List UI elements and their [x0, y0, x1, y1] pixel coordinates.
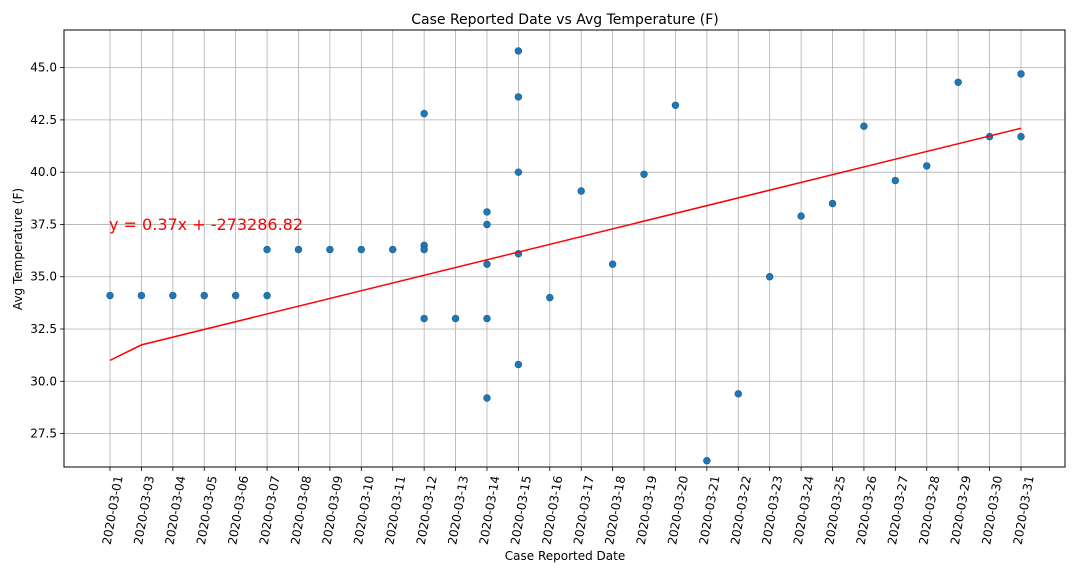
x-tick-label: 2020-03-23 — [759, 475, 785, 546]
data-point — [765, 273, 774, 281]
y-tick-label: 37.5 — [30, 217, 57, 231]
x-tick-label: 2020-03-01 — [100, 475, 126, 546]
x-tick-label: 2020-03-16 — [540, 475, 566, 546]
x-tick-label: 2020-03-24 — [791, 475, 817, 546]
data-point — [294, 245, 303, 254]
x-tick-label: 2020-03-09 — [320, 475, 346, 546]
data-point — [514, 360, 523, 369]
data-point — [923, 162, 931, 170]
x-tick-label: 2020-03-07 — [257, 475, 283, 546]
data-point — [231, 291, 240, 300]
data-point — [483, 260, 491, 268]
data-point — [106, 291, 114, 300]
data-point — [514, 47, 523, 55]
x-tick-label: 2020-03-14 — [477, 475, 503, 546]
y-tick-labels: 27.5 30.0 32.5 35.0 37.5 40.0 42.5 45.0 — [30, 61, 57, 441]
data-point — [828, 199, 837, 208]
x-tick-label: 2020-03-17 — [571, 475, 597, 546]
data-point — [200, 291, 208, 300]
data-point — [734, 390, 742, 398]
x-tick-label: 2020-03-20 — [665, 475, 691, 546]
y-tick-label: 27.5 — [30, 427, 57, 441]
data-point — [860, 122, 868, 130]
axis-ticks — [60, 67, 1022, 471]
data-point — [420, 245, 428, 254]
x-tick-label: 2020-03-30 — [979, 475, 1005, 546]
x-tick-label: 2020-03-25 — [822, 475, 848, 546]
data-point — [326, 245, 334, 254]
x-axis-label: Case Reported Date — [505, 549, 625, 563]
data-point — [546, 293, 554, 302]
x-tick-label: 2020-03-21 — [697, 475, 723, 546]
data-point — [703, 457, 711, 465]
x-tick-label: 2020-03-22 — [728, 475, 754, 546]
plot-area-frame — [63, 29, 1066, 468]
chart-title: Case Reported Date vs Avg Temperature (F… — [411, 12, 719, 28]
x-tick-label: 2020-03-03 — [131, 475, 157, 546]
x-tick-label: 2020-03-19 — [634, 475, 660, 546]
x-tick-label: 2020-03-05 — [194, 475, 220, 546]
data-point — [420, 314, 428, 323]
data-point — [483, 208, 491, 216]
data-point — [483, 394, 491, 402]
data-points — [106, 47, 1025, 465]
x-tick-label: 2020-03-10 — [351, 475, 377, 546]
x-tick-label: 2020-03-28 — [916, 475, 942, 546]
x-tick-label: 2020-03-12 — [414, 475, 440, 546]
data-point — [891, 176, 900, 185]
data-point — [797, 212, 805, 220]
x-tick-label: 2020-03-06 — [225, 475, 251, 546]
data-point — [640, 170, 648, 178]
grid — [64, 30, 1065, 467]
x-tick-label: 2020-03-31 — [1011, 475, 1037, 546]
data-point — [1017, 132, 1025, 141]
x-tick-label: 2020-03-15 — [508, 475, 534, 546]
data-point — [954, 78, 962, 86]
data-point — [577, 187, 585, 195]
x-tick-label: 2020-03-04 — [163, 475, 189, 546]
x-tick-label: 2020-03-18 — [602, 475, 628, 546]
data-point — [420, 109, 428, 118]
data-point — [608, 260, 617, 268]
data-point — [169, 291, 177, 300]
x-tick-labels: 2020-03-01 2020-03-03 2020-03-04 2020-03-05… — [100, 475, 1037, 546]
y-tick-label: 32.5 — [30, 322, 57, 336]
data-point — [263, 245, 271, 254]
data-point — [263, 291, 271, 300]
data-point — [514, 93, 523, 101]
data-point — [137, 291, 146, 300]
x-tick-label: 2020-03-11 — [382, 475, 408, 546]
x-tick-label: 2020-03-29 — [948, 475, 974, 546]
regression-line — [109, 127, 1022, 362]
data-point — [389, 245, 397, 254]
data-point — [514, 168, 523, 176]
data-point — [1017, 70, 1025, 78]
y-tick-label: 40.0 — [30, 165, 57, 179]
y-tick-label: 35.0 — [30, 270, 57, 284]
data-point — [483, 314, 491, 323]
data-point — [483, 220, 491, 229]
data-point — [671, 101, 680, 109]
y-tick-label: 30.0 — [30, 374, 57, 388]
x-tick-label: 2020-03-26 — [854, 475, 880, 546]
x-tick-label: 2020-03-13 — [445, 475, 471, 546]
x-tick-label: 2020-03-08 — [288, 475, 314, 546]
y-tick-label: 42.5 — [30, 113, 57, 127]
y-tick-label: 45.0 — [30, 61, 57, 75]
data-point — [357, 245, 366, 254]
data-point — [451, 314, 460, 323]
regression-equation: y = 0.37x + -273286.82 — [109, 215, 303, 234]
y-axis-label: Avg Temperature (F) — [11, 188, 25, 310]
x-tick-label: 2020-03-27 — [885, 475, 911, 546]
